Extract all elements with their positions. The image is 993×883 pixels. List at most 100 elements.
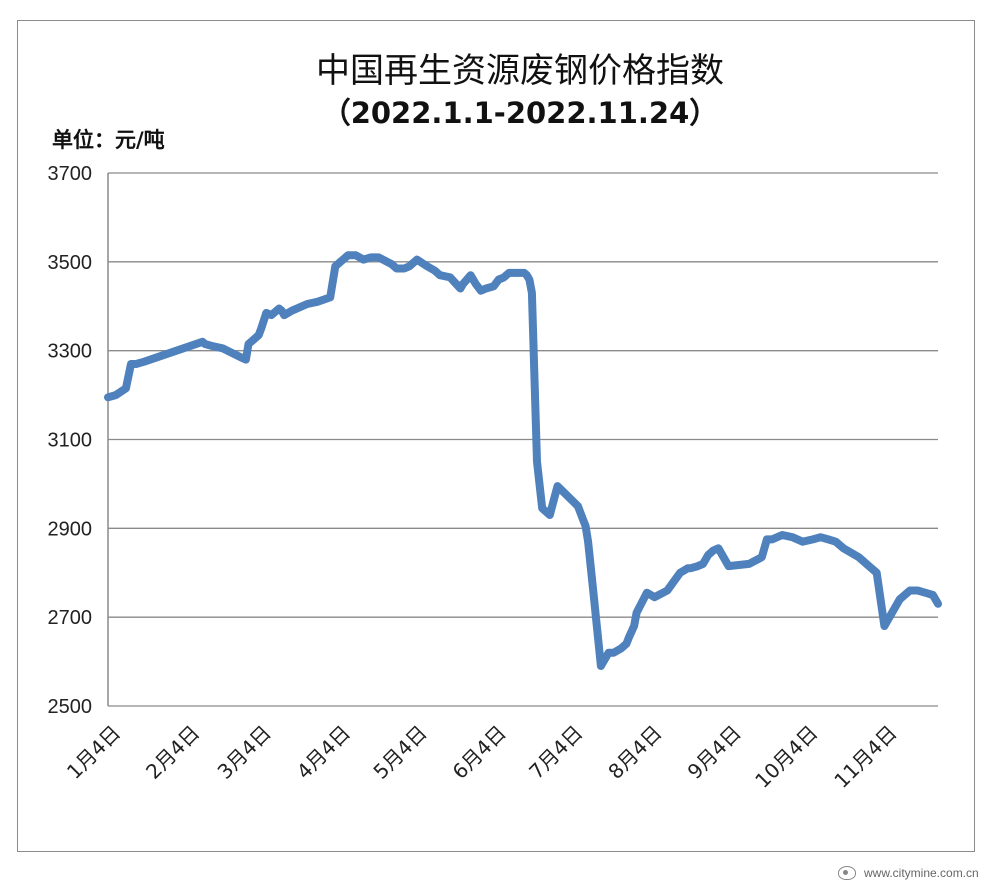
data-point	[630, 622, 638, 630]
y-tick-label: 2900	[48, 518, 93, 540]
x-tick-label: 3月4日	[213, 721, 276, 784]
data-point	[431, 267, 439, 275]
data-point	[758, 553, 766, 561]
series-layer	[104, 251, 942, 670]
data-point	[505, 269, 513, 277]
x-tick-label: 7月4日	[524, 721, 587, 784]
chart-title: 中国再生资源废钢价格指数	[316, 51, 724, 91]
data-point	[865, 562, 873, 570]
data-point	[574, 502, 582, 510]
unit-label: 单位：元/吨	[52, 128, 165, 152]
data-point	[525, 276, 533, 284]
data-point	[855, 553, 863, 561]
watermark-text: www.citymine.com.cn	[864, 866, 979, 880]
data-point	[388, 260, 395, 268]
data-point	[906, 587, 914, 594]
data-point	[584, 538, 592, 546]
data-point	[242, 356, 250, 364]
x-tick-label: 10月4日	[750, 721, 822, 793]
watermark-logo-icon	[838, 866, 856, 880]
data-point	[582, 522, 590, 530]
data-point	[413, 256, 421, 264]
data-point	[140, 358, 148, 366]
data-point	[643, 589, 651, 597]
data-point	[467, 271, 475, 279]
y-tick-label: 3700	[48, 163, 93, 185]
data-point	[788, 533, 796, 541]
data-point	[934, 600, 942, 608]
chart-subtitle: （2022.1.1-2022.11.24）	[322, 96, 719, 130]
data-point	[459, 280, 467, 288]
data-point	[725, 562, 733, 570]
data-point	[313, 298, 321, 306]
gridlines	[108, 172, 938, 707]
y-tick-label: 2700	[48, 607, 93, 629]
data-point	[367, 253, 375, 261]
y-tick-label: 3300	[48, 341, 93, 363]
series-line	[104, 251, 942, 670]
data-point	[436, 271, 444, 279]
data-point	[250, 336, 258, 344]
data-point	[112, 391, 120, 399]
data-point	[352, 251, 360, 259]
y-axis-ticks: 2500 2700 2900 3100 3300 3500 3700	[48, 163, 93, 718]
x-tick-label: 5月4日	[368, 721, 431, 784]
data-point	[331, 262, 339, 270]
data-point	[597, 662, 605, 670]
data-point	[622, 640, 630, 648]
data-point	[704, 551, 712, 559]
data-point	[809, 535, 817, 543]
x-tick-label: 8月4日	[603, 721, 666, 784]
data-point	[745, 560, 753, 568]
data-point	[546, 511, 554, 519]
x-tick-label: 11月4日	[829, 721, 901, 793]
data-point	[104, 393, 112, 401]
data-point	[132, 360, 140, 368]
data-point	[763, 535, 771, 543]
data-point	[500, 273, 508, 281]
data-point	[633, 609, 641, 617]
data-point	[533, 458, 541, 466]
x-axis-ticks: 1月4日 2月4日 3月4日 4月4日 5月4日 6月4日 7月4日 8月4日 9月4日 10月4…	[62, 721, 902, 793]
data-point	[605, 649, 613, 657]
data-point	[714, 544, 722, 552]
data-point	[209, 342, 217, 350]
data-point	[393, 265, 401, 272]
data-point	[824, 535, 832, 543]
data-point	[799, 538, 807, 546]
data-point	[651, 593, 658, 601]
data-point	[326, 293, 334, 301]
x-tick-label: 2月4日	[141, 721, 204, 784]
data-point	[482, 285, 490, 292]
x-tick-label: 6月4日	[448, 721, 511, 784]
data-point	[914, 587, 922, 594]
data-point	[245, 340, 252, 348]
data-point	[490, 282, 498, 290]
x-tick-label: 9月4日	[683, 721, 746, 784]
data-point	[929, 591, 937, 599]
data-point	[699, 560, 707, 568]
data-point	[359, 256, 367, 264]
y-tick-label: 2500	[48, 696, 93, 718]
data-point	[538, 504, 546, 512]
data-point	[267, 311, 275, 319]
data-point	[423, 262, 431, 270]
data-point	[686, 564, 694, 572]
data-point	[610, 649, 618, 657]
y-tick-label: 3500	[48, 252, 93, 274]
data-point	[840, 544, 847, 552]
data-point	[201, 340, 209, 348]
data-point	[472, 280, 480, 288]
data-point	[528, 289, 536, 297]
data-point	[832, 538, 840, 546]
data-point	[817, 533, 824, 541]
data-point	[873, 569, 881, 577]
data-point	[446, 273, 454, 281]
data-point	[663, 587, 671, 594]
data-point	[219, 344, 227, 352]
chart-frame	[17, 20, 975, 852]
data-point	[513, 269, 521, 277]
data-point	[122, 384, 130, 392]
data-point	[625, 633, 633, 641]
